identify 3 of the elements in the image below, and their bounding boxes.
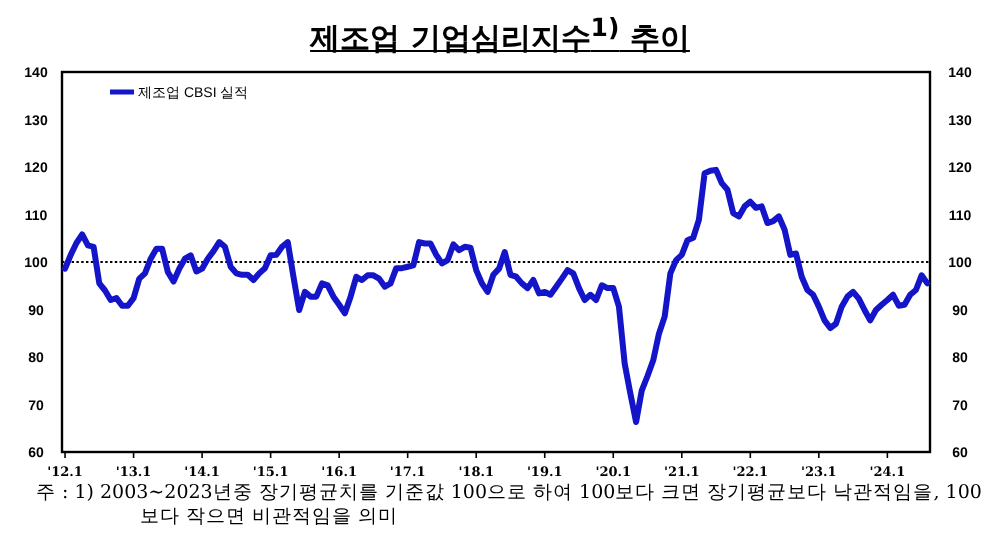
line-series [62, 166, 931, 426]
chart-title: 제조업 기업심리지수$^{1)}$ 추이 [310, 12, 690, 56]
text: 주 : 1) 2003~2023년중 장기평균치를 기준값 100으로 하여 100보다 크면 장기평균보다 낙관적임을, 100보다 작으면 비관적임을 의미 [36, 482, 984, 530]
